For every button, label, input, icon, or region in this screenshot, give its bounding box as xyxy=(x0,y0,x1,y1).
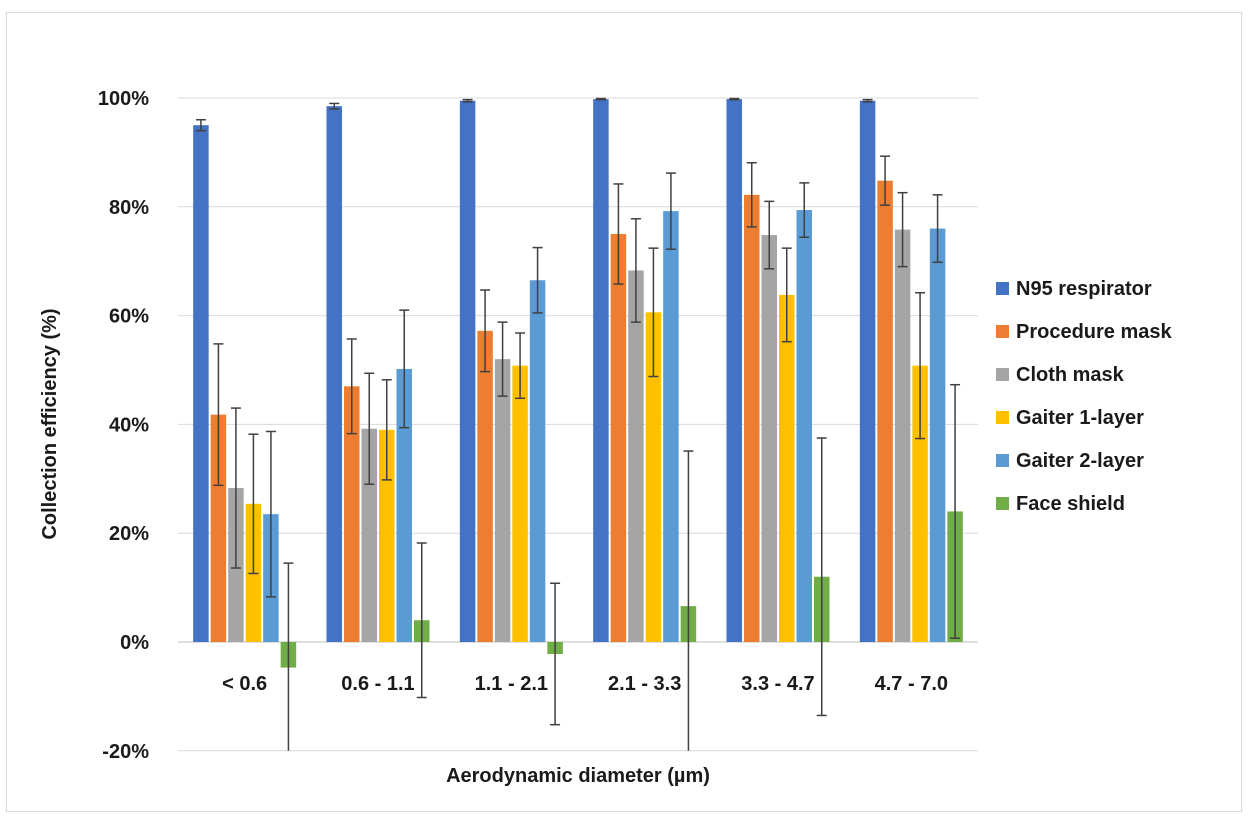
bar xyxy=(726,99,742,642)
legend-swatch xyxy=(996,368,1009,381)
bar xyxy=(477,330,493,642)
bar xyxy=(877,180,893,643)
gridlines xyxy=(178,97,978,752)
bar xyxy=(610,234,627,642)
legend-label: Procedure mask xyxy=(1016,321,1173,343)
bar xyxy=(193,125,209,642)
legend-swatch xyxy=(996,497,1009,510)
bar xyxy=(894,229,911,642)
y-tick-label: 20% xyxy=(109,523,149,545)
bar xyxy=(344,386,360,642)
bar xyxy=(859,100,876,643)
legend-swatch xyxy=(996,282,1009,295)
y-tick-label: 80% xyxy=(109,197,149,219)
y-tick-label: 0% xyxy=(120,632,149,654)
y-tick-label: 100% xyxy=(98,88,149,110)
bar xyxy=(379,429,395,642)
bar xyxy=(761,235,777,642)
bar xyxy=(529,280,546,642)
bar xyxy=(459,100,476,643)
legend-swatch xyxy=(996,325,1009,338)
legend-swatch xyxy=(996,454,1009,467)
legend-label: Gaiter 1-layer xyxy=(1016,407,1144,429)
bar xyxy=(912,365,928,642)
bar xyxy=(326,106,342,642)
legend: N95 respirator Procedure mask Cloth mask Ga… xyxy=(996,278,1173,515)
bar xyxy=(512,365,528,642)
bar xyxy=(210,414,227,642)
x-tick-label: 4.7 - 7.0 xyxy=(875,673,948,695)
bar xyxy=(663,211,679,643)
y-tick-label: 40% xyxy=(109,414,149,436)
y-tick-label: -20% xyxy=(102,741,149,763)
x-tick-label: 0.6 - 1.1 xyxy=(341,673,414,695)
legend-swatch xyxy=(996,411,1009,424)
x-tick-label: < 0.6 xyxy=(222,673,267,695)
legend-label: Face shield xyxy=(1016,493,1125,515)
y-tick-label: 60% xyxy=(109,306,149,328)
x-tick-labels: < 0.6 0.6 - 1.1 1.1 - 2.1 2.1 - 3.3 3.3 - 4.… xyxy=(222,673,948,695)
bar xyxy=(396,368,412,642)
y-axis-title: Collection efficiency (%) xyxy=(39,308,61,539)
bar xyxy=(361,428,377,642)
bar xyxy=(593,99,609,642)
y-tick-labels: -20% 0% 20% 40% 60% 80% 100% xyxy=(98,88,149,763)
bar xyxy=(628,270,644,642)
legend-label: N95 respirator xyxy=(1016,278,1152,300)
error-bars xyxy=(195,97,961,751)
x-tick-label: 3.3 - 4.7 xyxy=(741,673,814,695)
bar xyxy=(929,228,946,642)
x-axis-title: Aerodynamic diameter (µm) xyxy=(446,765,710,787)
bar xyxy=(645,312,662,642)
bar xyxy=(779,294,795,642)
bar xyxy=(494,359,511,642)
legend-label: Cloth mask xyxy=(1016,364,1125,386)
bar xyxy=(796,210,812,642)
x-tick-label: 2.1 - 3.3 xyxy=(608,673,681,695)
bars xyxy=(193,99,963,668)
legend-label: Gaiter 2-layer xyxy=(1016,450,1144,472)
x-tick-label: 1.1 - 2.1 xyxy=(475,673,548,695)
bar xyxy=(744,194,760,642)
